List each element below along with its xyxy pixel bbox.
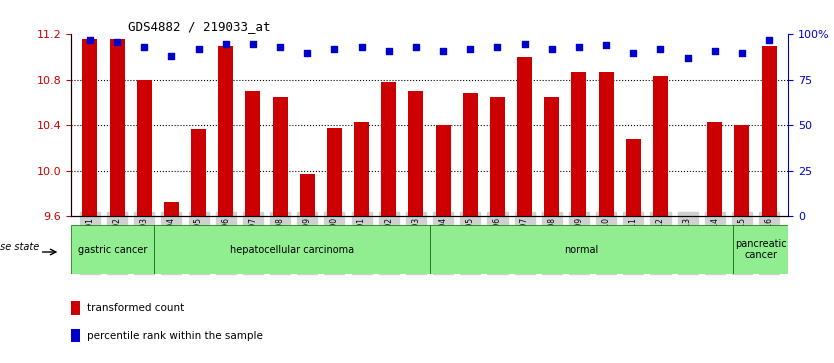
- Text: pancreatic
cancer: pancreatic cancer: [735, 239, 786, 260]
- Bar: [599, 72, 614, 216]
- Bar: [109, 39, 124, 216]
- Bar: [733, 225, 788, 274]
- Point: [328, 46, 341, 52]
- Point: [626, 50, 640, 56]
- Point: [545, 46, 559, 52]
- Point: [219, 41, 233, 46]
- Point: [274, 44, 287, 50]
- Bar: [517, 57, 532, 216]
- Point: [138, 44, 151, 50]
- Bar: [545, 97, 560, 216]
- Bar: [463, 94, 478, 216]
- Bar: [409, 91, 424, 216]
- Bar: [273, 97, 288, 216]
- Point: [736, 50, 749, 56]
- Bar: [571, 72, 586, 216]
- Bar: [626, 139, 641, 216]
- Point: [165, 53, 178, 59]
- Bar: [490, 97, 505, 216]
- Text: normal: normal: [564, 245, 598, 254]
- Bar: [707, 122, 722, 216]
- Point: [654, 46, 667, 52]
- Bar: [735, 125, 750, 216]
- Point: [708, 48, 721, 54]
- Bar: [245, 91, 260, 216]
- Bar: [71, 329, 80, 342]
- Point: [300, 50, 314, 56]
- Text: disease state: disease state: [0, 242, 39, 252]
- Bar: [381, 82, 396, 216]
- Bar: [761, 46, 776, 216]
- Bar: [354, 122, 369, 216]
- Text: hepatocellular carcinoma: hepatocellular carcinoma: [229, 245, 354, 254]
- Point: [600, 42, 613, 48]
- Point: [110, 39, 123, 45]
- Point: [572, 44, 585, 50]
- Text: GDS4882 / 219033_at: GDS4882 / 219033_at: [128, 20, 271, 33]
- Bar: [83, 39, 98, 216]
- Point: [246, 41, 259, 46]
- Point: [681, 55, 694, 61]
- Bar: [191, 129, 206, 216]
- Point: [409, 44, 423, 50]
- Bar: [430, 225, 733, 274]
- Bar: [435, 125, 450, 216]
- Point: [464, 46, 477, 52]
- Point: [83, 37, 97, 43]
- Bar: [653, 77, 668, 216]
- Text: transformed count: transformed count: [87, 303, 184, 313]
- Bar: [164, 202, 178, 216]
- Bar: [137, 80, 152, 216]
- Bar: [71, 225, 153, 274]
- Text: gastric cancer: gastric cancer: [78, 245, 147, 254]
- Bar: [153, 225, 430, 274]
- Point: [490, 44, 504, 50]
- Bar: [299, 174, 314, 216]
- Bar: [71, 301, 80, 314]
- Point: [355, 44, 369, 50]
- Text: percentile rank within the sample: percentile rank within the sample: [87, 331, 263, 340]
- Point: [436, 48, 450, 54]
- Bar: [681, 216, 695, 241]
- Point: [382, 48, 395, 54]
- Point: [518, 41, 531, 46]
- Point: [762, 37, 776, 43]
- Bar: [327, 127, 342, 216]
- Bar: [219, 46, 234, 216]
- Point: [192, 46, 205, 52]
